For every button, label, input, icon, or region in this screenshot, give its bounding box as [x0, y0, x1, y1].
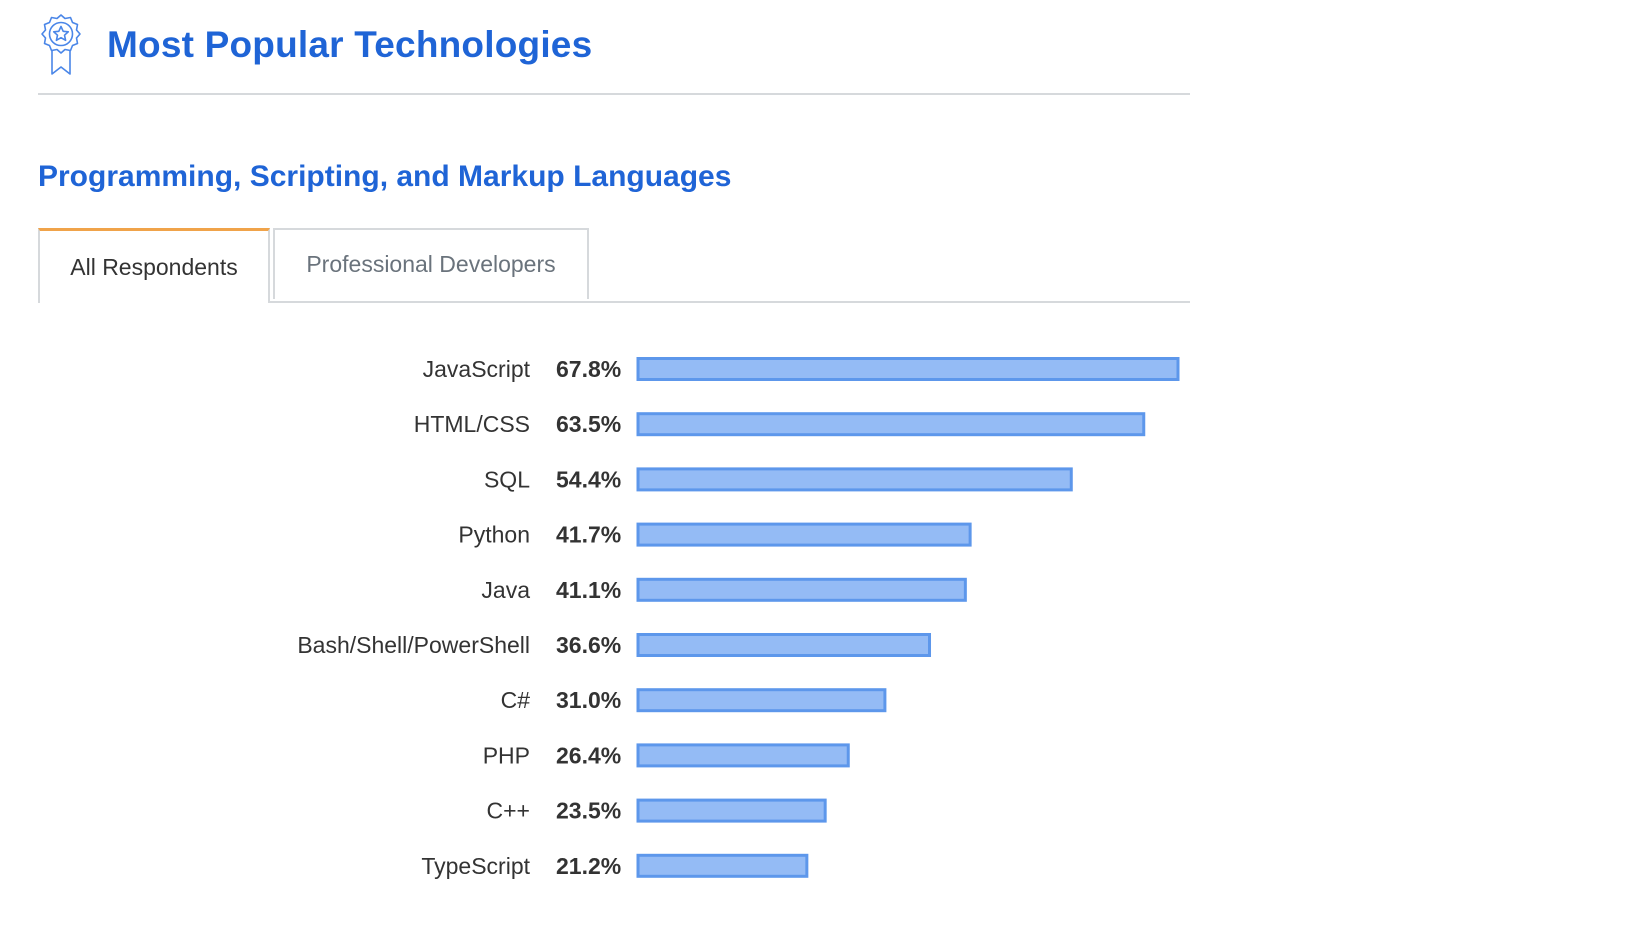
category-label: C++	[487, 798, 530, 824]
bar[interactable]	[636, 357, 1180, 381]
languages-bar-chart: JavaScript 67.8% HTML/CSS 63.5% SQL 54.4% Pyth…	[0, 330, 1640, 936]
bar[interactable]	[636, 467, 1073, 492]
value-label: 41.1%	[556, 577, 621, 603]
chart-svg: JavaScript 67.8% HTML/CSS 63.5% SQL 54.4% Pyth…	[297, 356, 1180, 879]
category-label: Java	[481, 577, 530, 603]
value-label: 54.4%	[556, 466, 621, 492]
page-title: Most Popular Technologies	[107, 24, 593, 65]
award-ribbon-icon	[41, 14, 81, 75]
value-label: 21.2%	[556, 853, 621, 879]
category-label: PHP	[483, 742, 530, 768]
bar[interactable]	[636, 798, 827, 823]
bar[interactable]	[636, 633, 932, 657]
value-label: 26.4%	[556, 742, 621, 768]
value-label: 23.5%	[556, 798, 621, 824]
respondent-tabs: All Respondents Professional Developers	[38, 228, 1190, 303]
category-label: HTML/CSS	[414, 411, 530, 437]
value-label: 41.7%	[556, 522, 621, 548]
bar[interactable]	[636, 743, 850, 768]
bar[interactable]	[636, 853, 809, 878]
bar[interactable]	[636, 688, 887, 713]
page-header: Most Popular Technologies	[38, 10, 1190, 95]
bar[interactable]	[636, 412, 1146, 437]
value-label: 31.0%	[556, 687, 621, 713]
category-label: SQL	[484, 466, 530, 492]
category-label: Python	[458, 522, 530, 548]
tab-all-respondents[interactable]: All Respondents	[38, 228, 270, 303]
value-label: 67.8%	[556, 356, 621, 382]
value-label: 63.5%	[556, 411, 621, 437]
bar[interactable]	[636, 522, 972, 547]
tab-professional-developers[interactable]: Professional Developers	[273, 228, 589, 299]
section-title: Programming, Scripting, and Markup Langu…	[38, 160, 732, 193]
category-label: TypeScript	[421, 853, 530, 879]
category-label: JavaScript	[423, 356, 531, 382]
category-label: C#	[501, 687, 531, 713]
bar[interactable]	[636, 577, 967, 602]
value-label: 36.6%	[556, 632, 621, 658]
category-label: Bash/Shell/PowerShell	[297, 632, 530, 658]
